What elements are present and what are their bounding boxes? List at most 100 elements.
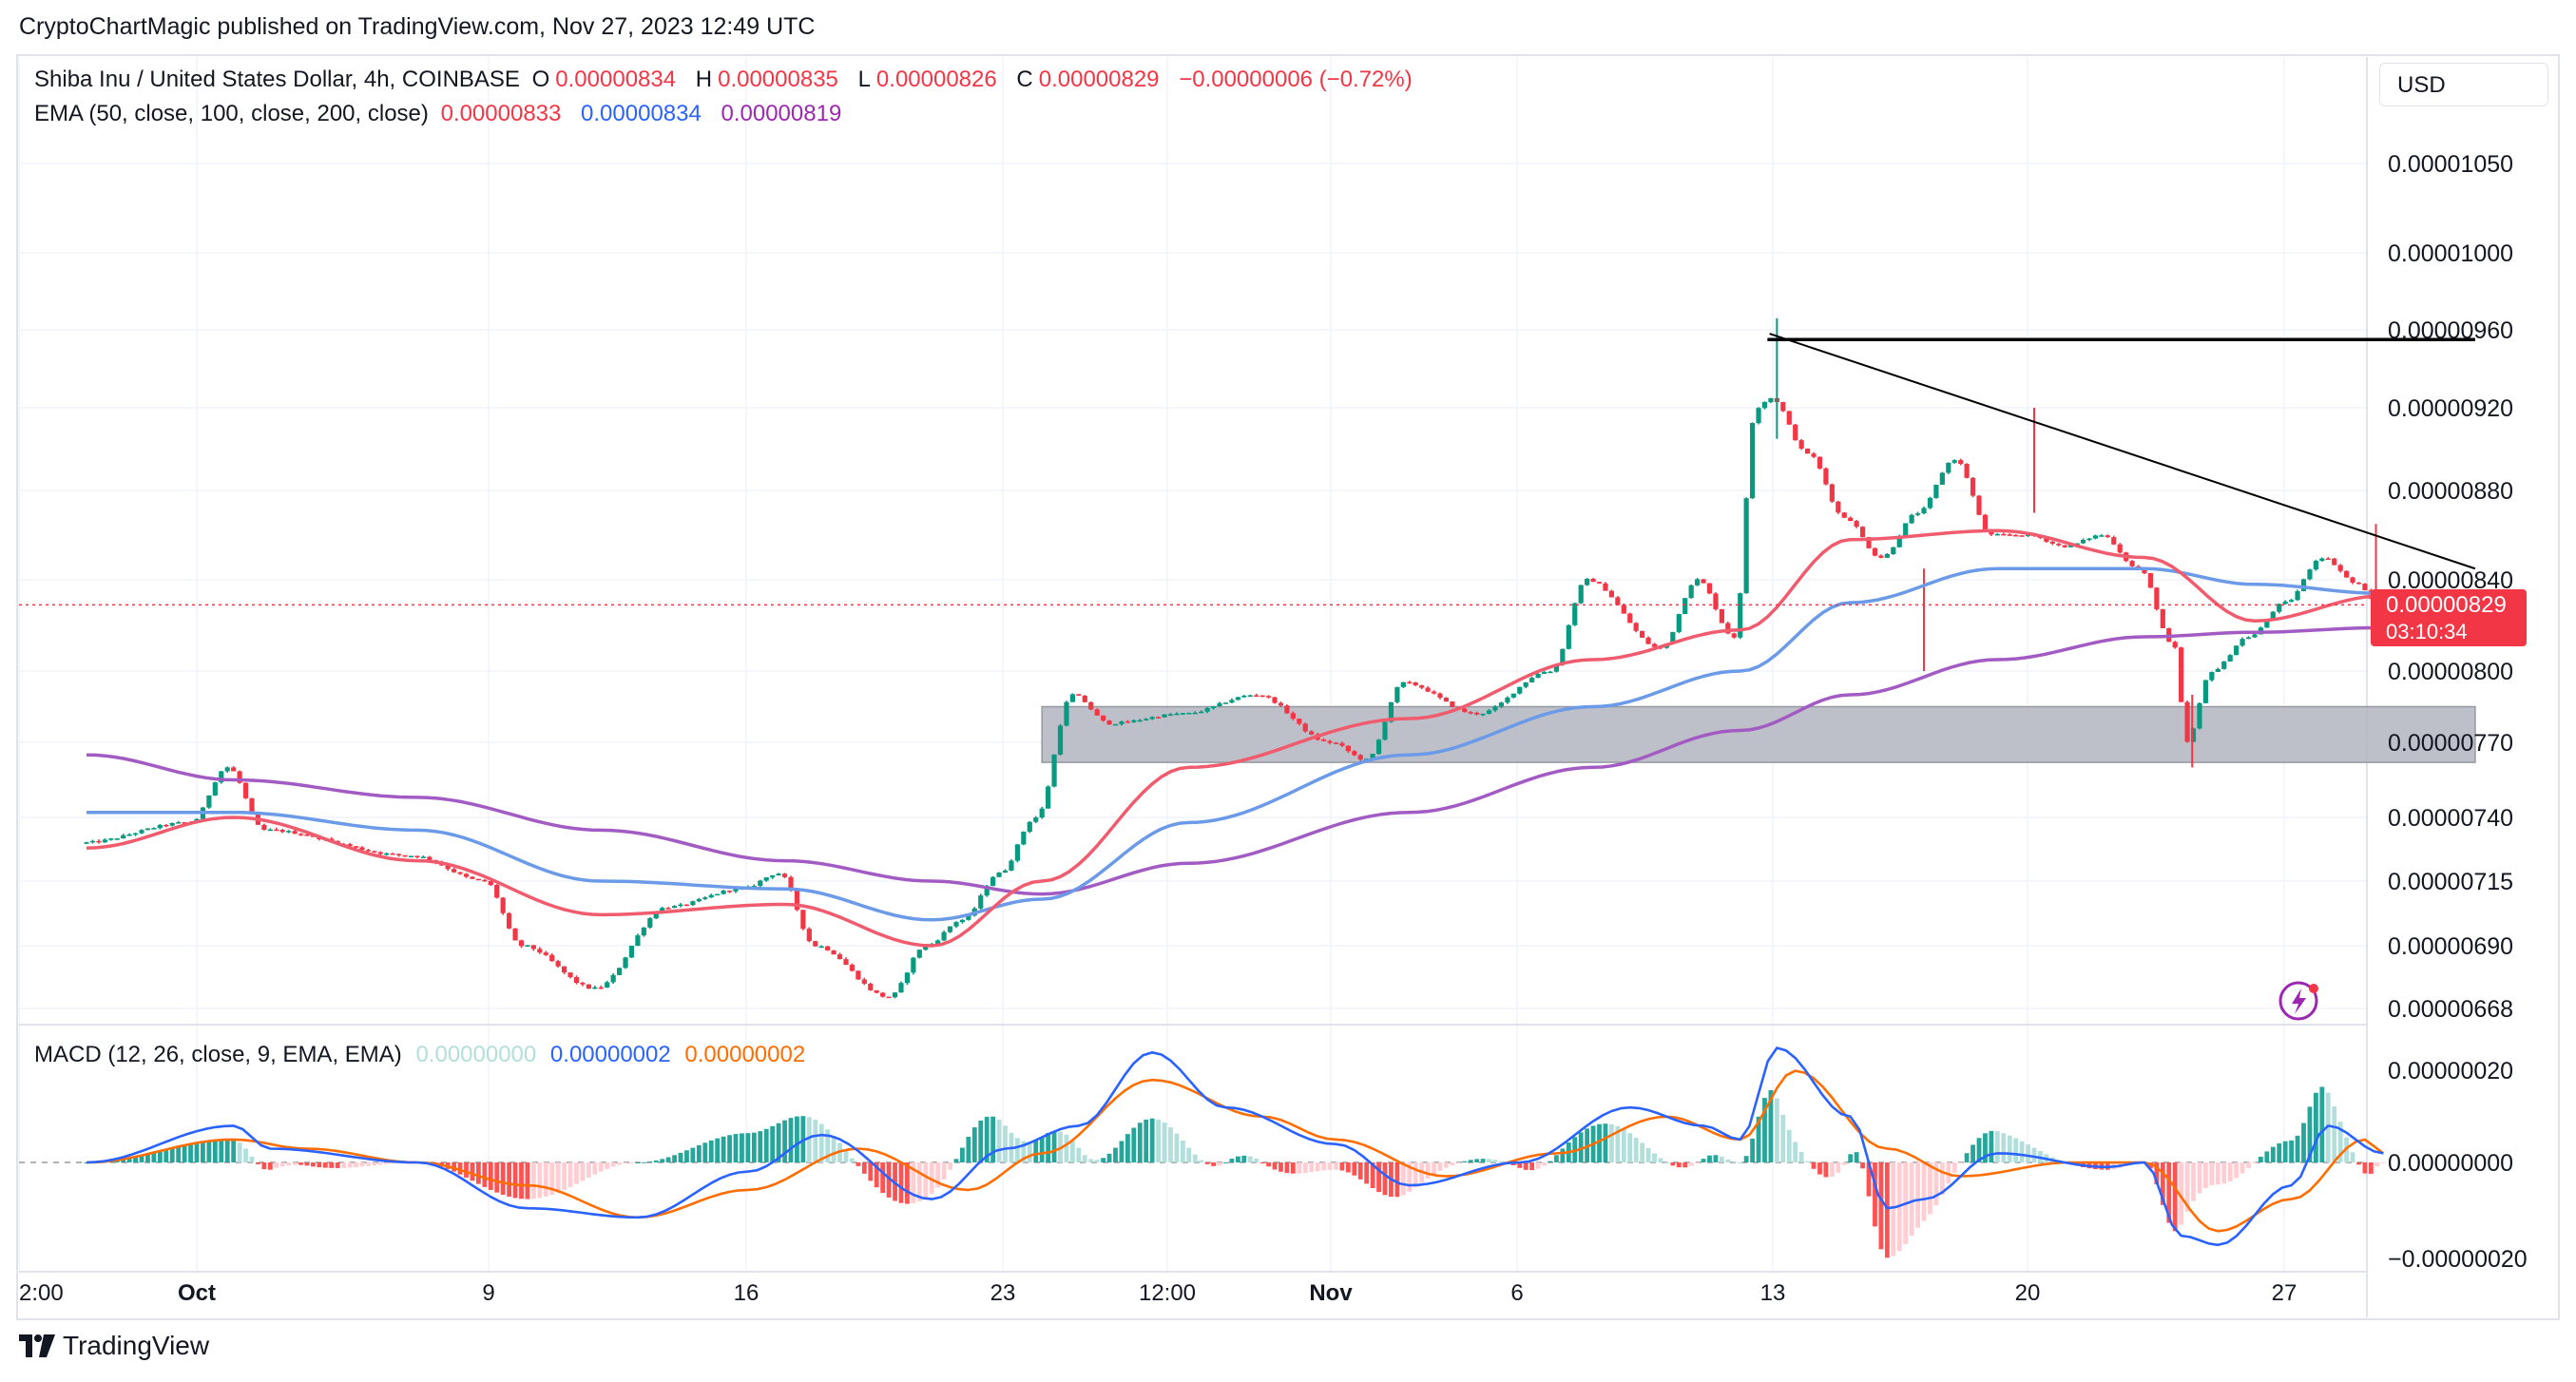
macd-histogram-bar (1450, 1162, 1455, 1166)
candle-body (377, 852, 383, 854)
macd-histogram-bar (279, 1162, 285, 1167)
candle-body (849, 965, 855, 971)
macd-histogram-bar (1455, 1162, 1461, 1163)
candle-body (2019, 535, 2025, 537)
macd-histogram-bar (2289, 1140, 2295, 1162)
macd-histogram-bar (641, 1161, 646, 1163)
macd-histogram-bar (1382, 1162, 1388, 1196)
time-axis: 2:00 Oct 9 16 23 12:00 Nov 6 13 20 27 (19, 1280, 2297, 1306)
candle-body (2221, 661, 2227, 669)
macd-histogram-bar (1149, 1118, 1155, 1162)
candle-body (1014, 844, 1021, 861)
macd-histogram-bar (1199, 1160, 1204, 1162)
macd-histogram-bar (482, 1162, 488, 1187)
macd-histogram-bar (322, 1162, 328, 1168)
macd-histogram-bar (2179, 1162, 2184, 1225)
macd-histogram-bar (347, 1162, 353, 1168)
last-price-tag: 0.00000829 03:10:34 (2371, 589, 2527, 646)
candle-body (1382, 721, 1388, 740)
macd-histogram-bar (2295, 1135, 2300, 1162)
candle-body (1608, 590, 1615, 598)
bar-countdown: 03:10:34 (2386, 620, 2468, 643)
candle-body (1131, 720, 1137, 722)
macd-histogram-bar (1743, 1156, 1749, 1162)
time-axis-label: 20 (2015, 1280, 2041, 1306)
price-axis-label: 0.00000960 (2388, 317, 2513, 344)
candle-body (2184, 701, 2190, 742)
candle-body (1633, 623, 1639, 631)
candle-body (445, 865, 451, 870)
macd-histogram-bar (1309, 1162, 1315, 1173)
macd-histogram-bar (1793, 1142, 1798, 1162)
candle-body (1462, 708, 1468, 713)
macd-histogram-bar (1664, 1162, 1669, 1163)
candle-body (935, 940, 941, 945)
macd-histogram-bar (1229, 1159, 1235, 1162)
candle-body (206, 795, 212, 808)
candle-body (2001, 533, 2007, 536)
candle-body (427, 856, 433, 860)
macd-histogram-bar (1823, 1162, 1829, 1178)
macd-histogram-bar (366, 1162, 371, 1166)
candle-body (279, 830, 285, 833)
macd-histogram-bar (1247, 1156, 1253, 1162)
macd-histogram-bar (1168, 1127, 1173, 1162)
candle-body (96, 840, 102, 843)
macd-histogram-bar (1204, 1162, 1210, 1164)
candle-body (1186, 712, 1192, 715)
macd-histogram-bar (1051, 1131, 1057, 1162)
candle-body (488, 881, 493, 886)
candle-body (1297, 719, 1302, 724)
candle-body (1725, 623, 1731, 634)
macd-histogram-bar (996, 1119, 1002, 1162)
macd-histogram-bar (1076, 1147, 1082, 1162)
candle-body (1676, 614, 1682, 632)
candle-body (1786, 411, 1792, 425)
tradingview-brand[interactable]: TradingView (19, 1331, 209, 1361)
candle-body (1859, 527, 1866, 538)
candle-body (1101, 715, 1106, 721)
ema200-line (86, 625, 2384, 896)
macd-histogram-bar (1798, 1151, 1804, 1162)
candle-body (1474, 712, 1480, 715)
macd-histogram-bar (1989, 1130, 1994, 1162)
candle-body (1896, 535, 1902, 547)
tradingview-logo-icon (19, 1334, 55, 1357)
price-axis-label: 0.00001000 (2388, 240, 2513, 267)
macd-histogram-bar (2172, 1162, 2178, 1232)
candle-body (169, 822, 175, 826)
candle-body (586, 984, 591, 989)
candle-body (836, 954, 843, 960)
macd-histogram-bar (1676, 1162, 1682, 1168)
macd-signal-value: 0.00000002 (684, 1042, 806, 1067)
candle-body (2074, 543, 2080, 546)
macd-histogram-bar (1487, 1159, 1491, 1162)
macd-histogram-bar (2246, 1162, 2251, 1168)
macd-histogram-bar (567, 1162, 573, 1187)
macd-histogram-bar (886, 1162, 892, 1198)
candle-body (1320, 739, 1327, 741)
candle-body (567, 972, 573, 978)
macd-histogram-bar (1523, 1162, 1528, 1170)
macd-histogram-bar (243, 1148, 248, 1162)
macd-histogram-bar (169, 1148, 175, 1162)
macd-histogram-bar (1976, 1138, 1982, 1162)
candle-body (525, 945, 530, 947)
macd-histogram-bar (470, 1162, 475, 1181)
candle-body (2350, 577, 2355, 583)
macd-histogram-bar (2215, 1162, 2220, 1185)
candle-body (683, 904, 690, 907)
candle-body (530, 945, 536, 950)
chart-frame (16, 54, 2560, 1320)
ema200-value: 0.00000819 (721, 101, 842, 126)
price-axis: 0.00001050 0.00001000 0.00000960 0.00000920… (2388, 151, 2513, 1023)
macd-histogram-bar (2350, 1152, 2355, 1162)
currency-selector[interactable]: USD (2379, 63, 2548, 106)
macd-histogram-bar (267, 1162, 273, 1170)
candle-body (1076, 694, 1082, 696)
candle-body (1180, 713, 1185, 715)
macd-histogram-bar (329, 1162, 335, 1168)
macd-histogram-bar (1339, 1162, 1345, 1171)
macd-histogram-bar (1578, 1132, 1584, 1162)
